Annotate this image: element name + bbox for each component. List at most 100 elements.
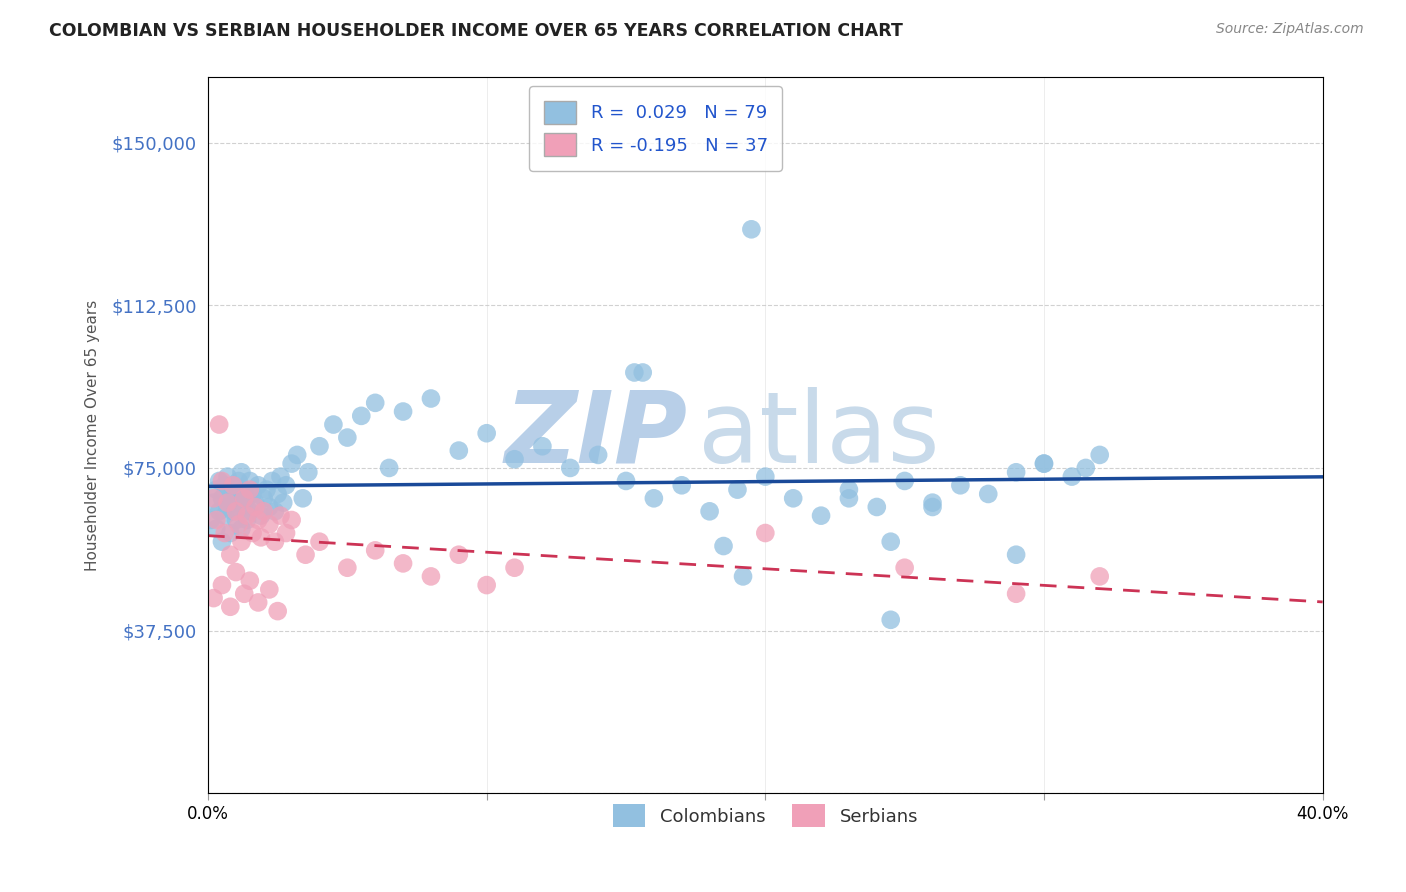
Point bbox=[247, 595, 270, 609]
Point bbox=[364, 396, 387, 410]
Point bbox=[1088, 448, 1111, 462]
Point bbox=[211, 474, 233, 488]
Point bbox=[262, 474, 284, 488]
Point bbox=[208, 417, 231, 432]
Point bbox=[211, 534, 233, 549]
Point bbox=[475, 578, 498, 592]
Point bbox=[245, 496, 267, 510]
Point bbox=[247, 513, 270, 527]
Point bbox=[921, 500, 943, 514]
Point bbox=[308, 439, 330, 453]
Point bbox=[838, 483, 860, 497]
Point bbox=[247, 478, 270, 492]
Point bbox=[740, 222, 762, 236]
Point bbox=[782, 491, 804, 506]
Point bbox=[239, 574, 262, 588]
Point bbox=[420, 569, 443, 583]
Point bbox=[233, 483, 256, 497]
Point bbox=[586, 448, 609, 462]
Point bbox=[475, 426, 498, 441]
Point bbox=[643, 491, 665, 506]
Point bbox=[259, 500, 281, 514]
Point bbox=[205, 513, 228, 527]
Point bbox=[259, 582, 281, 597]
Point bbox=[1005, 465, 1028, 479]
Point bbox=[236, 508, 259, 523]
Point bbox=[754, 469, 776, 483]
Point bbox=[219, 526, 242, 541]
Point bbox=[623, 366, 645, 380]
Point bbox=[236, 513, 259, 527]
Point bbox=[810, 508, 832, 523]
Point bbox=[378, 461, 401, 475]
Point bbox=[447, 443, 470, 458]
Point bbox=[274, 526, 297, 541]
Point bbox=[214, 478, 236, 492]
Point bbox=[731, 569, 754, 583]
Point bbox=[880, 613, 903, 627]
Point bbox=[202, 491, 225, 506]
Point bbox=[560, 461, 582, 475]
Point bbox=[225, 565, 247, 579]
Legend: Colombians, Serbians: Colombians, Serbians bbox=[606, 797, 925, 834]
Point bbox=[217, 500, 239, 514]
Point bbox=[754, 526, 776, 541]
Point bbox=[531, 439, 554, 453]
Point bbox=[239, 483, 262, 497]
Point bbox=[219, 491, 242, 506]
Point bbox=[225, 487, 247, 501]
Point bbox=[294, 548, 316, 562]
Point bbox=[280, 513, 302, 527]
Point bbox=[322, 417, 344, 432]
Point bbox=[614, 474, 637, 488]
Point bbox=[420, 392, 443, 406]
Point bbox=[225, 504, 247, 518]
Point bbox=[364, 543, 387, 558]
Text: COLOMBIAN VS SERBIAN HOUSEHOLDER INCOME OVER 65 YEARS CORRELATION CHART: COLOMBIAN VS SERBIAN HOUSEHOLDER INCOME … bbox=[49, 22, 903, 40]
Point bbox=[219, 548, 242, 562]
Point bbox=[336, 560, 359, 574]
Point bbox=[222, 478, 245, 492]
Text: atlas: atlas bbox=[699, 387, 941, 483]
Point bbox=[1060, 469, 1083, 483]
Point bbox=[269, 469, 291, 483]
Point bbox=[233, 587, 256, 601]
Point bbox=[264, 504, 287, 518]
Point bbox=[242, 487, 264, 501]
Point bbox=[228, 517, 250, 532]
Point bbox=[350, 409, 373, 423]
Point bbox=[253, 504, 276, 518]
Point bbox=[269, 508, 291, 523]
Point bbox=[211, 491, 233, 506]
Point bbox=[222, 504, 245, 518]
Point bbox=[219, 599, 242, 614]
Point bbox=[239, 504, 262, 518]
Point bbox=[392, 404, 415, 418]
Point bbox=[274, 478, 297, 492]
Point bbox=[671, 478, 693, 492]
Point bbox=[880, 534, 903, 549]
Point bbox=[222, 478, 245, 492]
Point bbox=[921, 496, 943, 510]
Point bbox=[1005, 587, 1028, 601]
Point bbox=[231, 465, 253, 479]
Point bbox=[267, 487, 290, 501]
Point bbox=[208, 504, 231, 518]
Point bbox=[217, 469, 239, 483]
Point bbox=[503, 560, 526, 574]
Point bbox=[308, 534, 330, 549]
Point bbox=[949, 478, 972, 492]
Point bbox=[727, 483, 749, 497]
Point bbox=[211, 578, 233, 592]
Point bbox=[259, 517, 281, 532]
Text: ZIP: ZIP bbox=[505, 387, 688, 483]
Point bbox=[699, 504, 721, 518]
Point bbox=[503, 452, 526, 467]
Point bbox=[336, 431, 359, 445]
Point bbox=[713, 539, 735, 553]
Text: Source: ZipAtlas.com: Source: ZipAtlas.com bbox=[1216, 22, 1364, 37]
Point bbox=[214, 508, 236, 523]
Point bbox=[242, 526, 264, 541]
Point bbox=[217, 496, 239, 510]
Y-axis label: Householder Income Over 65 years: Householder Income Over 65 years bbox=[86, 300, 100, 571]
